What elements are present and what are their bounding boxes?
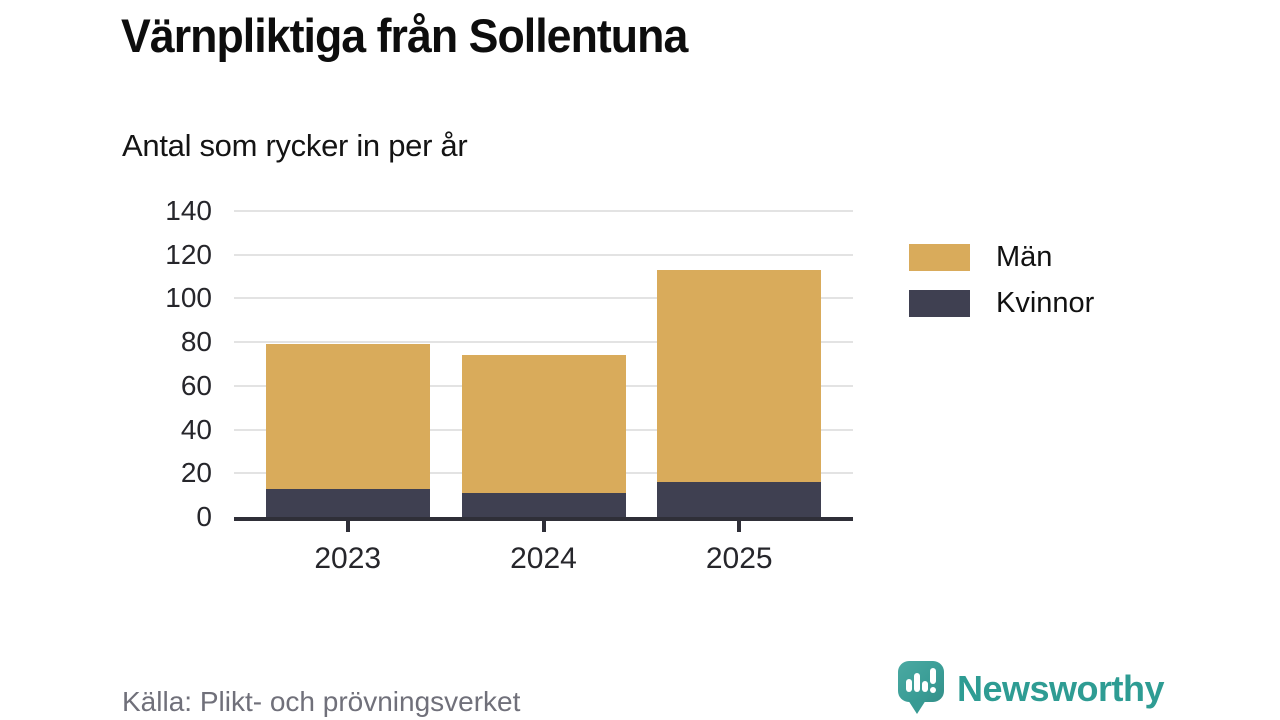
bar-segment-män-2023 bbox=[265, 344, 430, 489]
x-axis-label-2023: 2023 bbox=[314, 542, 382, 575]
legend-swatch-kvinnor bbox=[909, 290, 970, 317]
x-axis-tick-2024 bbox=[541, 521, 546, 532]
gridline-140 bbox=[234, 210, 853, 213]
y-axis-label-80: 80 bbox=[180, 326, 212, 358]
logo-bubble-tail bbox=[908, 700, 926, 714]
logo-exclamation-dot-icon bbox=[930, 687, 936, 693]
brand-name: Newsworthy bbox=[957, 668, 1165, 709]
y-axis-label-20: 20 bbox=[180, 457, 212, 489]
bar-segment-kvinnor-2025 bbox=[657, 482, 822, 517]
y-axis-label-100: 100 bbox=[165, 282, 212, 314]
brand-lockup: Newsworthy bbox=[897, 660, 1165, 716]
bar-segment-män-2025 bbox=[657, 270, 822, 482]
newsworthy-logo-icon bbox=[897, 660, 945, 716]
x-axis-label-2024: 2024 bbox=[510, 542, 577, 575]
gridline-80 bbox=[234, 341, 853, 344]
x-axis-label-2025: 2025 bbox=[705, 542, 773, 575]
x-axis-tick-2025 bbox=[737, 521, 742, 532]
legend-item-män: Män bbox=[909, 241, 1094, 273]
logo-chart-bar-icon bbox=[906, 679, 912, 692]
y-axis-label-120: 120 bbox=[165, 238, 212, 270]
legend-label-kvinnor: Kvinnor bbox=[996, 287, 1095, 319]
bar-segment-män-2024 bbox=[461, 355, 626, 493]
logo-chart-bar-icon bbox=[922, 681, 928, 692]
gridline-100 bbox=[234, 297, 853, 300]
chart-subtitle: Antal som rycker in per år bbox=[122, 128, 468, 163]
bar-segment-kvinnor-2024 bbox=[461, 492, 626, 517]
y-axis-label-60: 60 bbox=[180, 369, 212, 401]
legend-item-kvinnor: Kvinnor bbox=[909, 287, 1095, 319]
logo-speech-bubble bbox=[898, 661, 944, 702]
gridline-120 bbox=[234, 253, 853, 256]
y-axis-label-0: 0 bbox=[196, 501, 212, 532]
plot-area: 0 20 40 60 80 100 120 140 2023 2024 2025 bbox=[165, 196, 853, 575]
source-caption: Källa: Plikt- och prövningsverket bbox=[122, 686, 521, 717]
chart-title: Värnpliktiga från Sollentuna bbox=[121, 9, 688, 62]
x-axis-line bbox=[234, 517, 853, 521]
logo-exclamation-icon bbox=[930, 668, 936, 684]
bar-segment-kvinnor-2023 bbox=[265, 488, 430, 517]
legend-swatch-män bbox=[909, 244, 970, 271]
logo-chart-bar-icon bbox=[914, 673, 920, 692]
y-axis-label-140: 140 bbox=[165, 195, 212, 226]
y-axis-label-40: 40 bbox=[180, 413, 212, 445]
legend-label-män: Män bbox=[996, 241, 1053, 273]
x-axis-tick-2023 bbox=[345, 521, 350, 532]
legend: Män Kvinnor bbox=[909, 241, 1095, 336]
